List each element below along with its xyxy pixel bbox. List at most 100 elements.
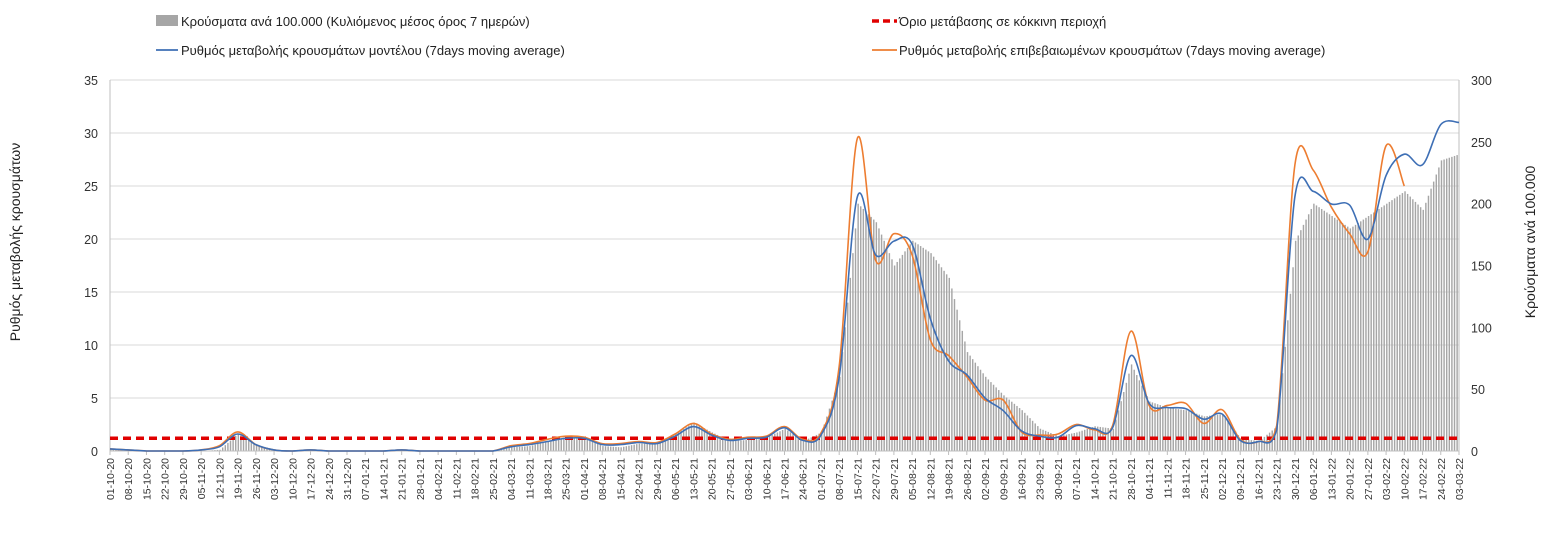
bar — [703, 428, 706, 451]
bar — [904, 251, 906, 451]
x-tick-label: 24-02-22 — [1436, 458, 1448, 500]
bar — [1443, 159, 1445, 451]
bar — [740, 440, 742, 451]
bar — [1279, 399, 1281, 451]
bar — [1281, 373, 1284, 451]
bar — [573, 437, 575, 451]
bar — [732, 440, 734, 451]
bar — [847, 302, 849, 451]
bar — [263, 446, 266, 451]
bar — [776, 432, 779, 451]
bar — [1130, 364, 1133, 451]
bar — [1169, 408, 1172, 451]
bar — [883, 240, 885, 451]
x-tick-label: 20-05-21 — [707, 458, 719, 500]
bar — [636, 444, 638, 451]
bar — [224, 445, 227, 451]
bar — [1425, 202, 1427, 451]
bar — [1177, 409, 1180, 451]
bar — [1185, 410, 1187, 451]
bar — [919, 246, 922, 451]
bar — [706, 429, 708, 451]
bar — [1349, 228, 1352, 451]
bar — [1248, 439, 1250, 451]
bar — [221, 447, 224, 451]
bar — [524, 446, 526, 451]
bar — [602, 446, 604, 451]
bar — [1154, 403, 1156, 451]
bar — [1128, 373, 1130, 451]
x-tick-label: 16-09-21 — [1016, 458, 1028, 500]
bar — [1362, 219, 1365, 451]
bar — [753, 439, 755, 451]
bar — [625, 446, 628, 451]
bar — [787, 430, 789, 451]
bar — [748, 439, 750, 451]
bar — [1448, 157, 1451, 451]
right-y-tick-label: 200 — [1471, 198, 1492, 212]
bar — [927, 251, 930, 451]
bar — [992, 384, 995, 451]
x-tick-label: 07-10-21 — [1071, 458, 1083, 500]
bar — [568, 437, 570, 451]
bar — [216, 449, 219, 451]
bar — [844, 327, 846, 451]
left-y-tick-label: 10 — [84, 339, 98, 353]
bar — [1235, 431, 1237, 451]
bar — [1263, 436, 1266, 451]
bar — [1159, 405, 1161, 451]
bar — [1081, 430, 1083, 451]
bar — [617, 447, 620, 451]
bar — [1331, 216, 1333, 451]
bar — [656, 443, 659, 451]
x-tick-label: 24-12-20 — [324, 458, 336, 500]
bar — [1222, 413, 1224, 451]
bar — [1110, 428, 1112, 451]
x-tick-label: 31-12-20 — [342, 458, 354, 500]
bar — [948, 277, 950, 451]
x-tick-label: 30-09-21 — [1053, 458, 1065, 500]
x-tick-label: 28-01-21 — [415, 458, 427, 500]
x-tick-label: 08-04-21 — [597, 458, 609, 500]
bar — [1323, 210, 1326, 451]
bar — [1065, 434, 1068, 451]
confirmed-cases-line — [109, 135, 1406, 452]
x-tick-label: 16-12-21 — [1253, 458, 1265, 500]
right-y-tick-label: 150 — [1471, 260, 1492, 274]
bar — [1123, 391, 1125, 451]
bar — [677, 432, 680, 451]
bar — [662, 440, 664, 451]
bar — [1417, 204, 1419, 451]
bar — [1083, 429, 1086, 451]
x-tick-label: 08-07-21 — [834, 458, 846, 500]
bar — [857, 203, 859, 451]
bar — [1125, 382, 1128, 451]
bar — [1284, 346, 1286, 451]
bar — [219, 449, 221, 451]
bar — [649, 443, 651, 451]
right-y-tick-label: 50 — [1471, 383, 1485, 397]
bar — [794, 435, 797, 451]
bar — [771, 434, 773, 451]
bar — [1307, 214, 1310, 451]
bar — [1175, 408, 1177, 451]
bar — [891, 259, 893, 451]
bar — [852, 253, 854, 451]
axes — [109, 80, 1460, 452]
x-tick-label: 10-12-20 — [287, 458, 299, 500]
bar — [1253, 440, 1255, 451]
bar — [563, 437, 565, 451]
bar — [979, 369, 982, 451]
bar — [943, 270, 945, 451]
bar — [925, 249, 927, 451]
bar — [1367, 216, 1370, 451]
x-tick-label: 22-07-21 — [871, 458, 883, 500]
bar — [1456, 155, 1458, 452]
bar — [800, 439, 802, 451]
bar — [1008, 399, 1010, 451]
bar — [899, 258, 901, 451]
x-tick-label: 21-10-21 — [1108, 458, 1120, 500]
bar — [935, 260, 937, 451]
bar — [972, 359, 974, 451]
